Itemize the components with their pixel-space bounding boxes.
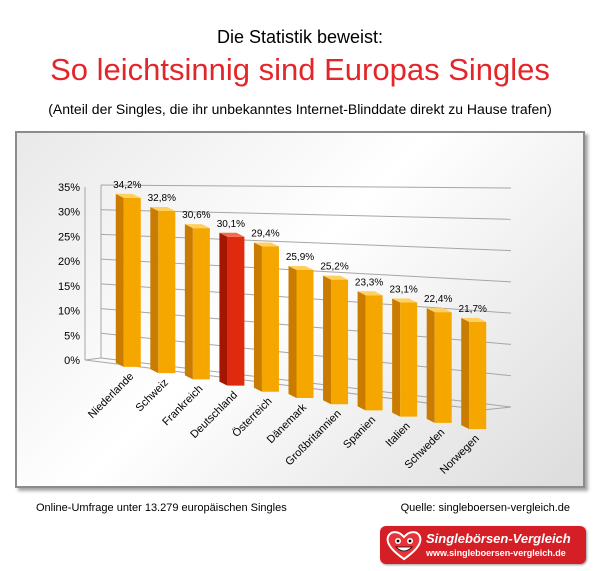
bar-side: [323, 275, 332, 405]
bar-top: [392, 298, 418, 303]
data-label: 29,4%: [251, 228, 279, 239]
logo-name: Singlebörsen-Vergleich: [426, 531, 571, 546]
bar-side: [184, 224, 193, 380]
y-tick-label: 20%: [58, 256, 80, 268]
bar-side: [461, 317, 470, 430]
survey-note: Online-Umfrage unter 13.279 europäischen…: [36, 502, 287, 514]
floor-edge-left: [84, 357, 102, 361]
bar-chart: 0% 5% 10% 15% 20% 25% 30% 35% 34,2% Niederlande 32…: [58, 180, 512, 477]
data-label: 32,8%: [148, 193, 176, 204]
bar-top: [253, 242, 279, 247]
bar-top: [219, 232, 245, 237]
data-label: 25,9%: [286, 252, 314, 263]
bar-top: [150, 207, 176, 212]
bar-side: [392, 298, 401, 417]
bar: [469, 321, 487, 430]
data-label: 23,3%: [355, 277, 383, 288]
bar-top: [426, 308, 452, 313]
bar-side: [115, 193, 124, 367]
bar: [192, 228, 210, 380]
data-label: 23,1%: [389, 284, 417, 295]
bar-side: [426, 308, 435, 423]
bar: [331, 279, 349, 405]
y-tick-label: 30%: [58, 207, 80, 219]
data-label: 34,2%: [113, 180, 141, 191]
y-tick-label: 0%: [64, 355, 80, 367]
bar-side: [150, 207, 159, 374]
bar-top: [323, 275, 349, 280]
source-note: Quelle: singleboersen-vergleich.de: [400, 502, 570, 514]
y-tick-label: 25%: [58, 231, 80, 243]
chart-subtitle: (Anteil der Singles, die ihr unbekanntes…: [48, 101, 552, 117]
gridline: [100, 184, 512, 189]
bar-side: [253, 242, 262, 392]
y-tick-label: 10%: [58, 306, 80, 318]
bar-top: [357, 291, 383, 296]
logo-url: www.singleboersen-vergleich.de: [426, 548, 566, 558]
bar-top: [115, 193, 141, 198]
x-tick-label: Niederlande: [86, 371, 136, 421]
bar-top: [184, 224, 210, 229]
data-label: 25,2%: [320, 262, 348, 273]
y-tick-label: 5%: [64, 330, 80, 342]
data-label: 22,4%: [424, 294, 452, 305]
chart-supertitle: Die Statistik beweist:: [216, 27, 384, 47]
floor-edge-right: [482, 406, 512, 411]
bar: [227, 236, 245, 386]
bar-side: [288, 265, 297, 398]
bar-side: [219, 232, 228, 386]
x-tick-label: Schweiz: [133, 377, 170, 414]
x-tick-label: Italien: [384, 420, 413, 449]
bar: [365, 295, 383, 411]
bar-top: [288, 265, 314, 270]
bar: [261, 246, 279, 392]
y-tick-label: 15%: [58, 281, 80, 293]
bar: [158, 211, 176, 374]
bar: [296, 269, 314, 398]
x-tick-label: Norwegen: [438, 433, 482, 477]
data-label: 30,1%: [217, 219, 245, 230]
data-label: 30,6%: [182, 210, 210, 221]
x-tick-label: Spanien: [341, 414, 378, 451]
bar-side: [357, 291, 366, 411]
bar: [400, 302, 418, 417]
data-label: 21,7%: [459, 304, 487, 315]
singleboersen-logo[interactable]: Singlebörsen-Vergleich www.singleboersen…: [380, 526, 586, 564]
bar: [123, 197, 141, 367]
bar: [434, 312, 452, 423]
heart-face-icon: [386, 531, 422, 561]
y-tick-label: 35%: [58, 182, 80, 194]
bar-top: [461, 317, 487, 322]
chart-title: So leichtsinnig sind Europas Singles: [50, 52, 550, 87]
